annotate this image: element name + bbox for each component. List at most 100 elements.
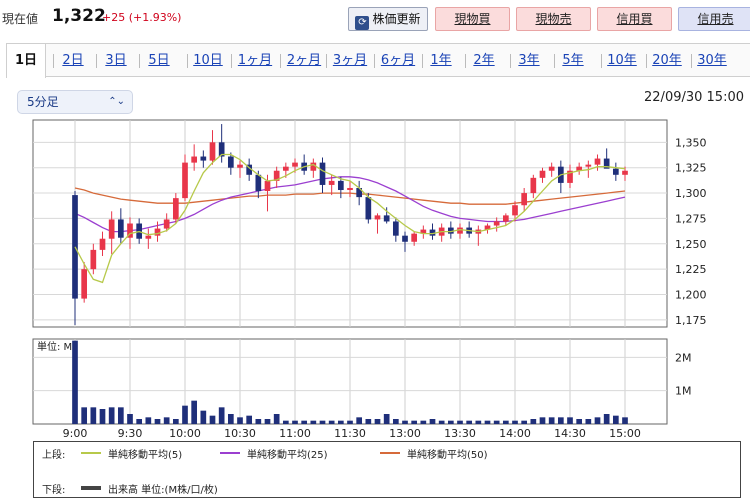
candle-body <box>585 164 592 167</box>
volume-bar <box>420 420 427 424</box>
tab-period-5[interactable]: 1ヶ月 <box>237 53 273 68</box>
top-bar: 現在値 1,322 +25 (+1.93%) ⟳ 株価更新 現物買 現物売 信用買… <box>0 0 750 36</box>
volume-bar <box>108 407 115 424</box>
candle-body <box>493 221 500 226</box>
volume-bar <box>603 414 610 424</box>
legend-ma50-label: 単純移動平均(50) <box>407 450 488 461</box>
tab-period-3[interactable]: 5日 <box>148 53 170 68</box>
volume-bar <box>154 419 161 424</box>
legend-volume-swatch <box>81 486 101 490</box>
volume-bar <box>502 420 509 424</box>
volume-bar <box>530 419 537 424</box>
tab-period-14[interactable]: 20年 <box>652 53 682 68</box>
candle-body <box>374 215 381 220</box>
tab-period-13[interactable]: 10年 <box>607 53 637 68</box>
candle-body <box>319 162 326 185</box>
refresh-price-button[interactable]: ⟳ 株価更新 <box>348 7 428 31</box>
volume-bar <box>227 414 234 424</box>
tab-separator <box>374 54 375 68</box>
volume-bar <box>292 420 298 424</box>
margin-sell-button[interactable]: 信用売 <box>678 7 750 31</box>
volume-bar <box>356 417 363 424</box>
tab-period-15[interactable]: 30年 <box>697 53 727 68</box>
volume-bar <box>136 419 143 424</box>
x-tick-label: 13:30 <box>444 427 476 440</box>
volume-tick-label: 1M <box>675 385 692 398</box>
candle-body <box>402 235 408 242</box>
volume-bar <box>218 407 225 424</box>
volume-bar <box>567 417 573 424</box>
candle-body <box>209 142 216 161</box>
candle-body <box>227 156 234 168</box>
cash-buy-button[interactable]: 現物買 <box>435 7 510 31</box>
cash-sell-button[interactable]: 現物売 <box>516 7 591 31</box>
volume-unit-label: 単位: M <box>37 340 72 353</box>
volume-bar <box>127 414 133 424</box>
x-tick-label: 13:00 <box>389 427 421 440</box>
candle-body <box>81 269 88 299</box>
y-tick-label: 1,200 <box>675 289 707 302</box>
candle-body <box>310 162 317 171</box>
tab-separator <box>510 54 511 68</box>
tab-period-12[interactable]: 5年 <box>562 53 584 68</box>
volume-bar <box>392 419 399 424</box>
candle-body <box>273 170 280 181</box>
x-tick-label: 11:30 <box>334 427 366 440</box>
tab-separator <box>187 54 188 68</box>
candle-body <box>530 177 537 194</box>
tab-period-9[interactable]: 1年 <box>430 53 452 68</box>
y-tick-label: 1,350 <box>675 136 707 149</box>
legend-lower-label: 下段: <box>42 485 66 496</box>
volume-bar <box>539 417 546 424</box>
y-tick-label: 1,275 <box>675 212 707 225</box>
margin-buy-button[interactable]: 信用買 <box>597 7 672 31</box>
candle-body <box>163 219 170 229</box>
tab-separator <box>326 54 327 68</box>
ma5-line <box>74 153 626 284</box>
tab-period-1[interactable]: 2日 <box>62 53 84 68</box>
volume-bar <box>576 419 583 424</box>
candle-body <box>237 164 243 168</box>
legend-ma50-swatch <box>380 452 400 454</box>
candle-body <box>356 187 363 198</box>
tab-period-8[interactable]: 6ヶ月 <box>380 53 416 68</box>
candle-body <box>392 221 399 236</box>
volume-bar <box>99 409 106 424</box>
period-tabs: 1日 2日 3日 5日 10日 1ヶ月 2ヶ月 3ヶ月 6ヶ月 1年 2年 3年 5年 10年 20年 30年 <box>6 43 750 78</box>
tab-period-6[interactable]: 2ヶ月 <box>286 53 322 68</box>
volume-bar <box>447 420 454 424</box>
interval-select[interactable]: 5分足 ⌃⌄ <box>17 90 133 114</box>
volume-bar <box>411 420 418 424</box>
tab-separator <box>601 54 602 68</box>
tab-separator <box>691 54 692 68</box>
candle-body <box>328 180 335 185</box>
volume-bar <box>585 419 592 424</box>
tab-period-4[interactable]: 10日 <box>193 53 223 68</box>
chart-datetime: 22/09/30 15:00 <box>644 90 744 105</box>
volume-bar <box>622 417 628 424</box>
volume-bar <box>337 420 344 424</box>
tab-period-11[interactable]: 3年 <box>518 53 540 68</box>
tab-period-10[interactable]: 2年 <box>473 53 495 68</box>
volume-bar <box>383 414 390 424</box>
candle-body <box>502 215 509 222</box>
volume-bar <box>264 419 271 424</box>
candle-body <box>411 233 418 242</box>
y-tick-label: 1,250 <box>675 238 707 251</box>
volume-bar <box>466 420 473 424</box>
chevron-updown-icon: ⌃⌄ <box>108 96 125 107</box>
x-tick-label: 14:30 <box>554 427 586 440</box>
candle-body <box>182 162 188 199</box>
volume-bar <box>493 420 500 424</box>
tab-separator <box>280 54 281 68</box>
tab-period-7[interactable]: 3ヶ月 <box>332 53 368 68</box>
candle-body <box>200 156 207 161</box>
candle-body <box>612 168 619 175</box>
tab-separator <box>96 54 97 68</box>
tab-period-2[interactable]: 3日 <box>105 53 127 68</box>
tab-period-0[interactable]: 1日 <box>6 44 46 78</box>
candle-body <box>484 225 491 230</box>
volume-bar <box>200 410 207 424</box>
volume-bar <box>521 420 528 424</box>
y-tick-label: 1,300 <box>675 187 707 200</box>
